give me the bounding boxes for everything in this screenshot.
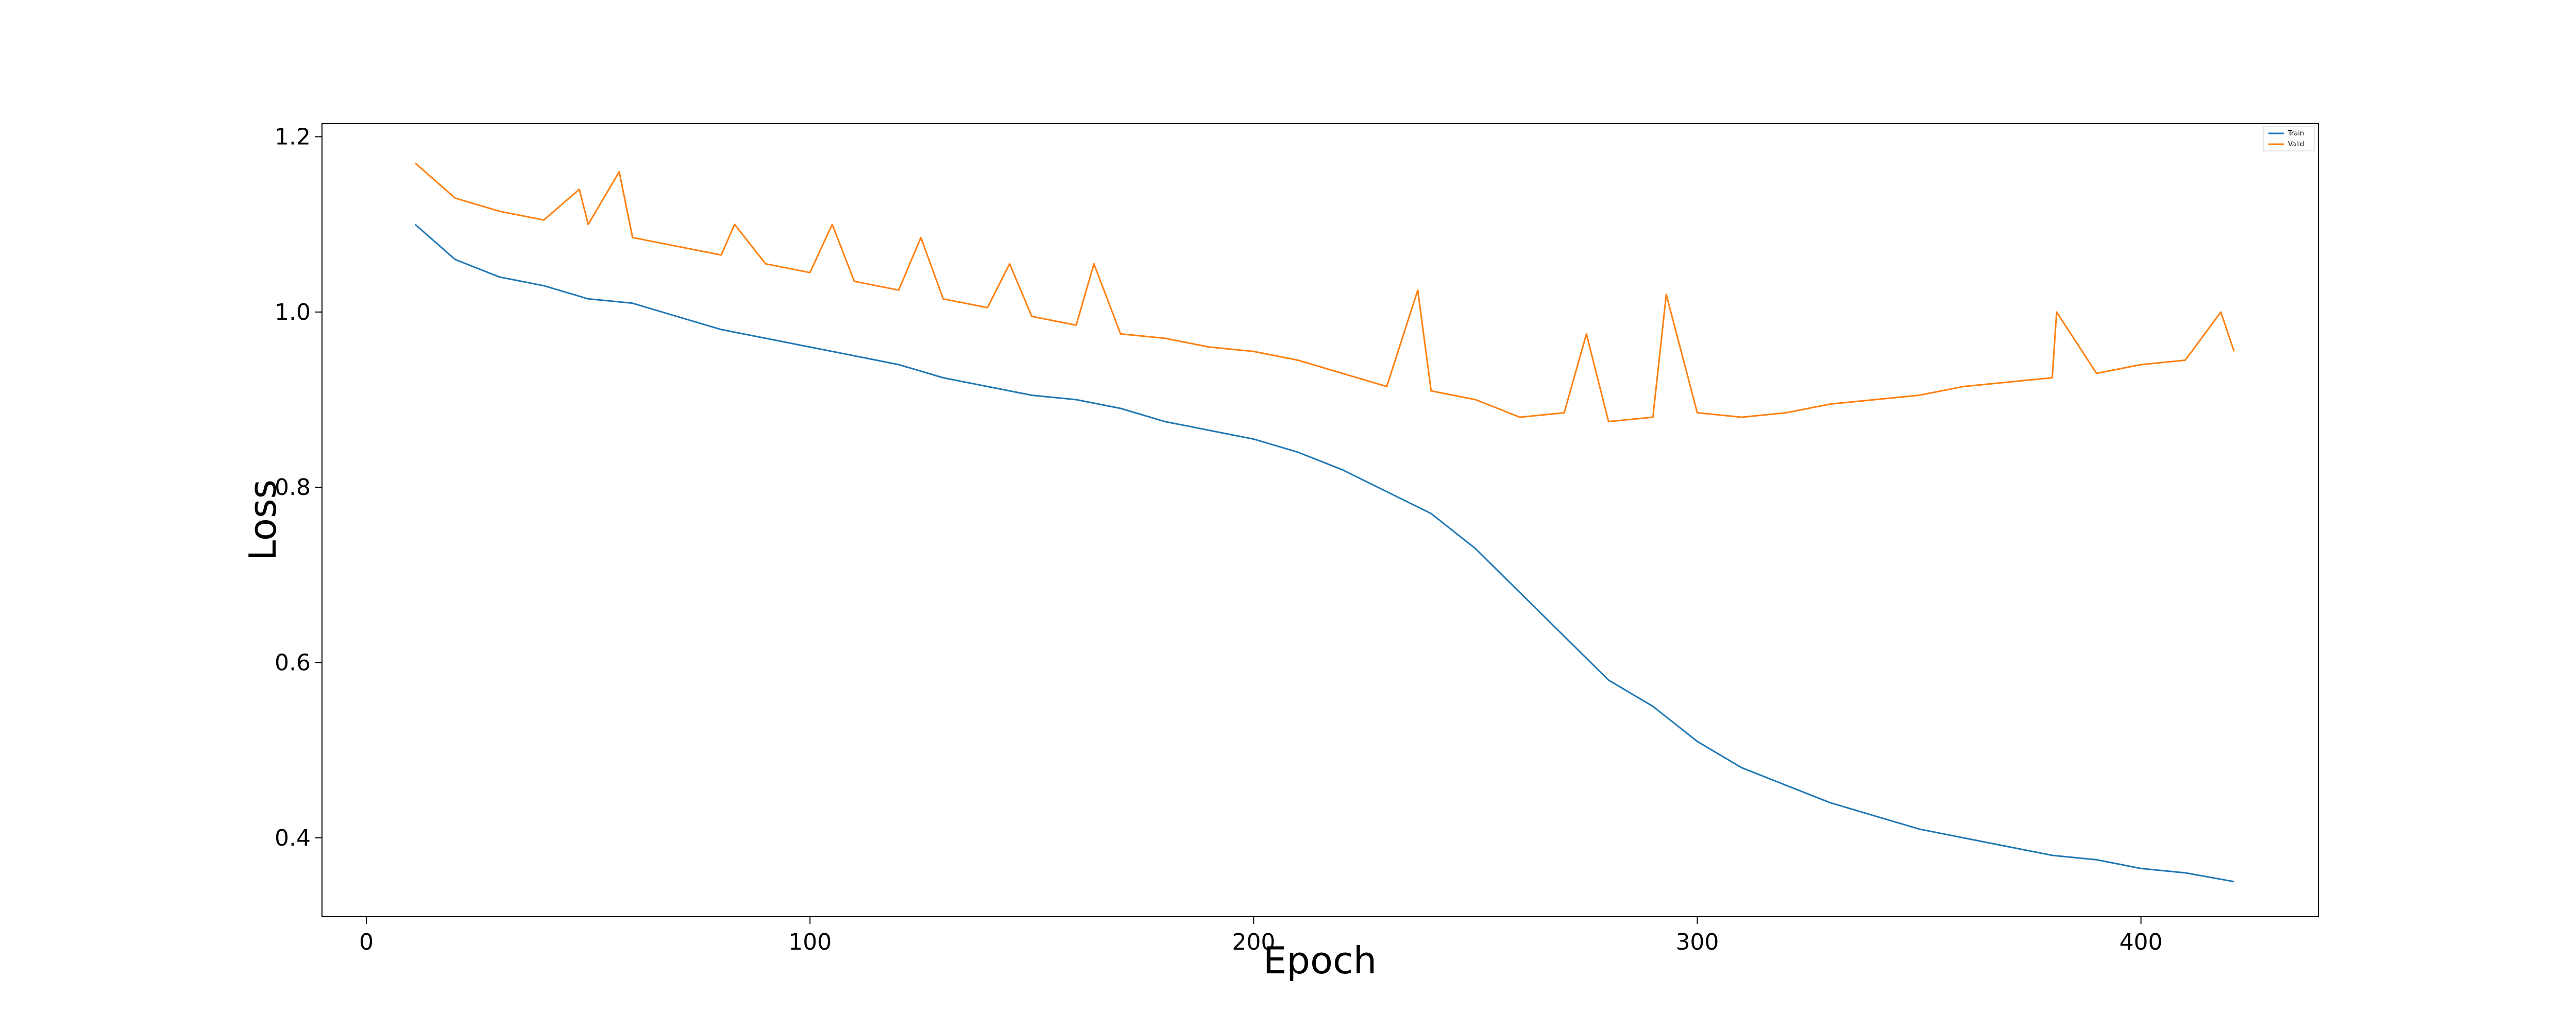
plot-area [321,123,2319,917]
x-tick-label: 300 [1675,929,1719,955]
x-tick-label: 400 [2120,929,2163,955]
x-tick-label: 100 [788,929,832,955]
x-axis-label: Epoch [1263,939,1377,982]
legend-label-valid: Valid [2288,141,2304,148]
y-tick-label: 1.0 [275,299,311,325]
y-axis: 0.4 0.6 0.8 1.0 1.2 [275,124,322,851]
y-tick-label: 1.2 [275,124,311,150]
axes-frame [321,123,2319,917]
x-axis: 0 100 200 300 400 [359,917,2163,955]
series-layer [414,162,2235,883]
legend-label-train: Train [2287,130,2304,138]
y-axis-label: Loss [241,479,284,561]
y-tick-label: 0.4 [275,825,311,851]
series-line-train [414,224,2234,883]
legend: Train Valid [2263,126,2315,151]
series-line-valid [414,162,2235,423]
y-tick-label: 0.6 [275,650,311,676]
y-tick-label: 0.8 [275,474,311,501]
x-tick-label: 200 [1232,929,1275,955]
x-tick-label: 0 [359,929,374,955]
